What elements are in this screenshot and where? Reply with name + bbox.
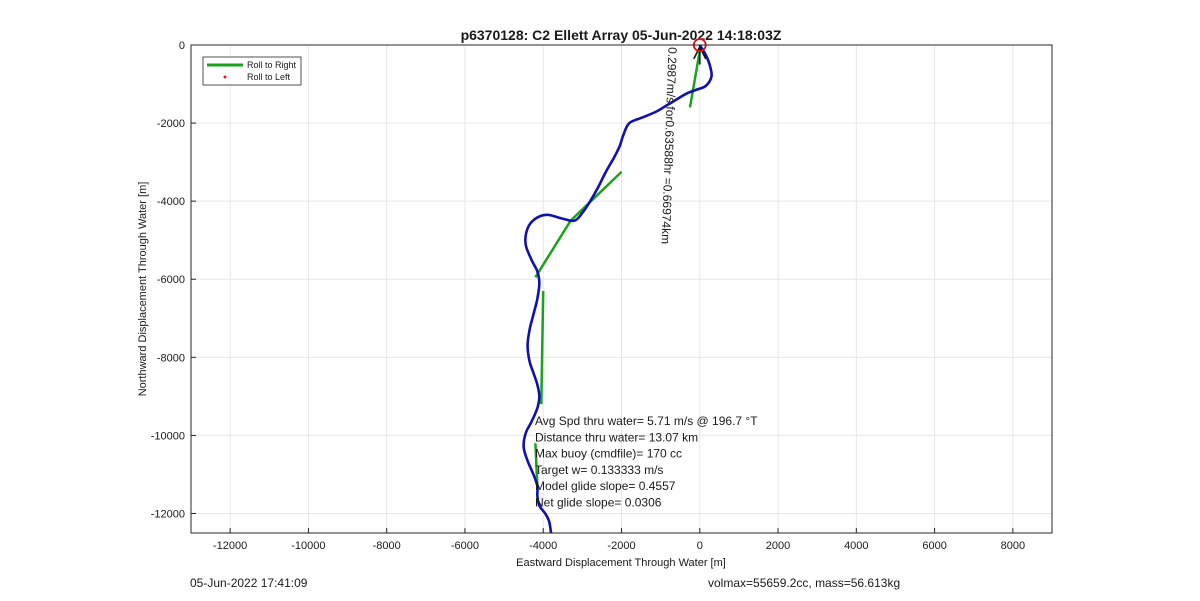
chart-title: p6370128: C2 Ellett Array 05-Jun-2022 14… (461, 27, 782, 43)
roll-right-segment (569, 170, 623, 222)
legend-label-roll-right: Roll to Right (247, 60, 297, 70)
tick-labels: -12000 -10000 -8000 -6000 -4000 -2000 0 2000 400… (151, 40, 1025, 552)
data-layer: 0.2987m/s for0.63588hr =0.66974km (522, 38, 713, 534)
x-tick-label: -10000 (291, 540, 325, 552)
x-tick-label: 2000 (766, 540, 790, 552)
stats-line: Target w= 0.133333 m/s (535, 463, 663, 477)
x-tick-label: 8000 (1001, 540, 1025, 552)
stats-annotations: Avg Spd thru water= 5.71 m/s @ 196.7 °T D… (535, 414, 758, 510)
x-axis-label: Eastward Displacement Through Water [m] (516, 557, 726, 569)
speed-annotation: 0.2987m/s for0.63588hr =0.66974km (659, 47, 680, 245)
stats-line: Distance thru water= 13.07 km (535, 430, 698, 444)
roll-right-segment (534, 443, 539, 487)
y-tick-label: -4000 (157, 196, 185, 208)
legend-box (202, 56, 302, 86)
x-tick-label: -6000 (451, 540, 479, 552)
stats-line: Net glide slope= 0.0306 (535, 496, 662, 510)
plot-area: 0.2987m/s for0.63588hr =0.66974km -12000… (151, 38, 1053, 552)
grid (191, 44, 1052, 533)
heading-arrow-head (693, 45, 707, 60)
y-tick-label: 0 (179, 40, 185, 52)
stats-line: Model glide slope= 0.4557 (535, 479, 676, 493)
footer-mass-info: volmax=55659.2cc, mass=56.613kg (708, 576, 900, 590)
stats-line: Avg Spd thru water= 5.71 m/s @ 196.7 °T (535, 414, 758, 428)
y-axis-label: Northward Displacement Through Water [m] (137, 182, 149, 397)
y-tick-label: -10000 (151, 430, 185, 442)
track-line (522, 44, 713, 534)
roll-right-segment (534, 220, 572, 278)
y-tick-label: -8000 (157, 352, 185, 364)
y-tick-label: -12000 (151, 508, 185, 520)
stats-line: Max buoy (cmdfile)= 170 cc (535, 447, 682, 461)
x-tick-label: 0 (697, 540, 703, 552)
roll-right-segment (688, 50, 702, 108)
legend-swatch-roll-left (223, 75, 227, 79)
roll-right-segment (540, 290, 545, 405)
footer-timestamp: 05-Jun-2022 17:41:09 (190, 576, 308, 590)
x-tick-label: -12000 (213, 540, 247, 552)
x-tick-label: -4000 (529, 540, 557, 552)
x-tick-label: 4000 (844, 540, 868, 552)
legend: Roll to Right Roll to Left (202, 56, 302, 86)
legend-label-roll-left: Roll to Left (247, 72, 291, 82)
x-tick-label: -2000 (607, 540, 635, 552)
x-tick-label: 6000 (922, 540, 946, 552)
y-tick-label: -2000 (157, 118, 185, 130)
y-tick-label: -6000 (157, 274, 185, 286)
x-tick-label: -8000 (373, 540, 401, 552)
